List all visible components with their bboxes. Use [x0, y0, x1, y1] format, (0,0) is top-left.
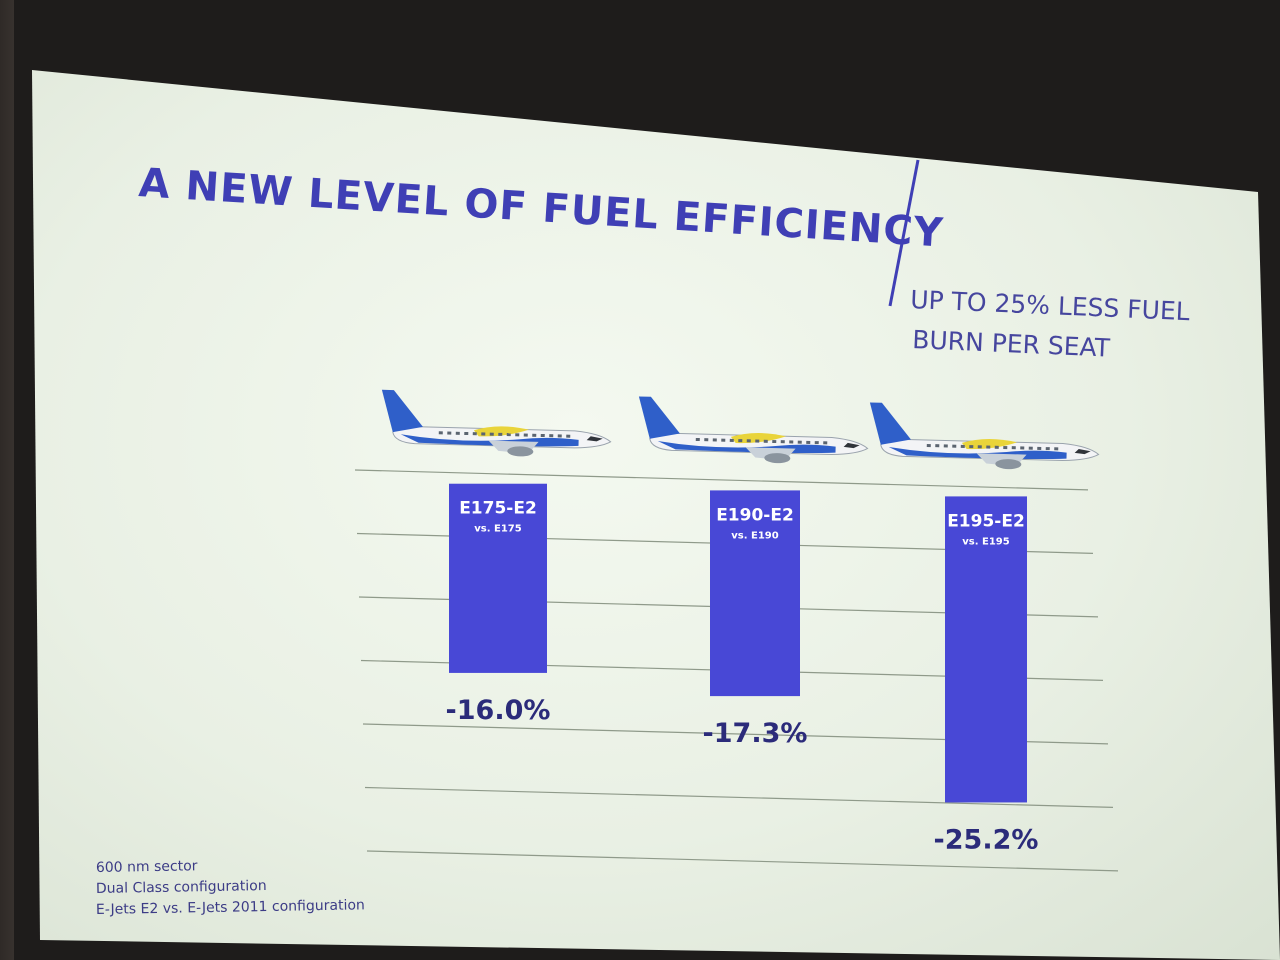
bar-category-label: E175-E2 — [459, 499, 537, 519]
bar-e175-e2 — [449, 483, 547, 673]
bar-comparison-label: vs. E195 — [962, 536, 1009, 547]
bar-value-label: -25.2% — [934, 824, 1039, 855]
bar-group-e175-e2: E175-E2 vs. E175 -16.0% — [446, 483, 551, 726]
aircraft-icons — [381, 389, 1100, 470]
footnote-configuration: E-Jets E2 vs. E-Jets 2011 configuration — [96, 897, 365, 918]
bar-group-e195-e2: E195-E2 vs. E195 -25.2% — [934, 496, 1039, 855]
bar-category-label: E190-E2 — [716, 505, 794, 525]
subtitle-line-1: UP TO 25% LESS FUEL — [910, 285, 1191, 326]
aircraft-e190-e2-icon — [638, 396, 869, 464]
slide-title: A NEW LEVEL OF FUEL EFFICIENCY — [137, 160, 945, 257]
bar-value-label: -16.0% — [446, 695, 551, 726]
bar-e195-e2 — [945, 496, 1027, 803]
gridline — [354, 469, 1089, 491]
gridline — [366, 850, 1119, 872]
aircraft-e195-e2-icon — [869, 402, 1100, 470]
chart-bars: E175-E2 vs. E175 -16.0% E190-E2 vs. E190 -17.… — [446, 483, 1039, 855]
bar-e190-e2 — [710, 490, 800, 697]
bar-category-label: E195-E2 — [947, 511, 1025, 531]
bar-comparison-label: vs. E175 — [474, 524, 521, 535]
footnote-class: Dual Class configuration — [96, 878, 267, 897]
title-divider — [888, 159, 920, 307]
gridline — [364, 786, 1114, 808]
bar-value-label: -17.3% — [703, 718, 808, 749]
bar-comparison-label: vs. E190 — [731, 530, 778, 541]
subtitle-line-2: BURN PER SEAT — [912, 325, 1112, 363]
bar-group-e190-e2: E190-E2 vs. E190 -17.3% — [703, 490, 808, 749]
aircraft-e175-e2-icon — [381, 389, 612, 457]
footnote-sector: 600 nm sector — [96, 858, 198, 876]
